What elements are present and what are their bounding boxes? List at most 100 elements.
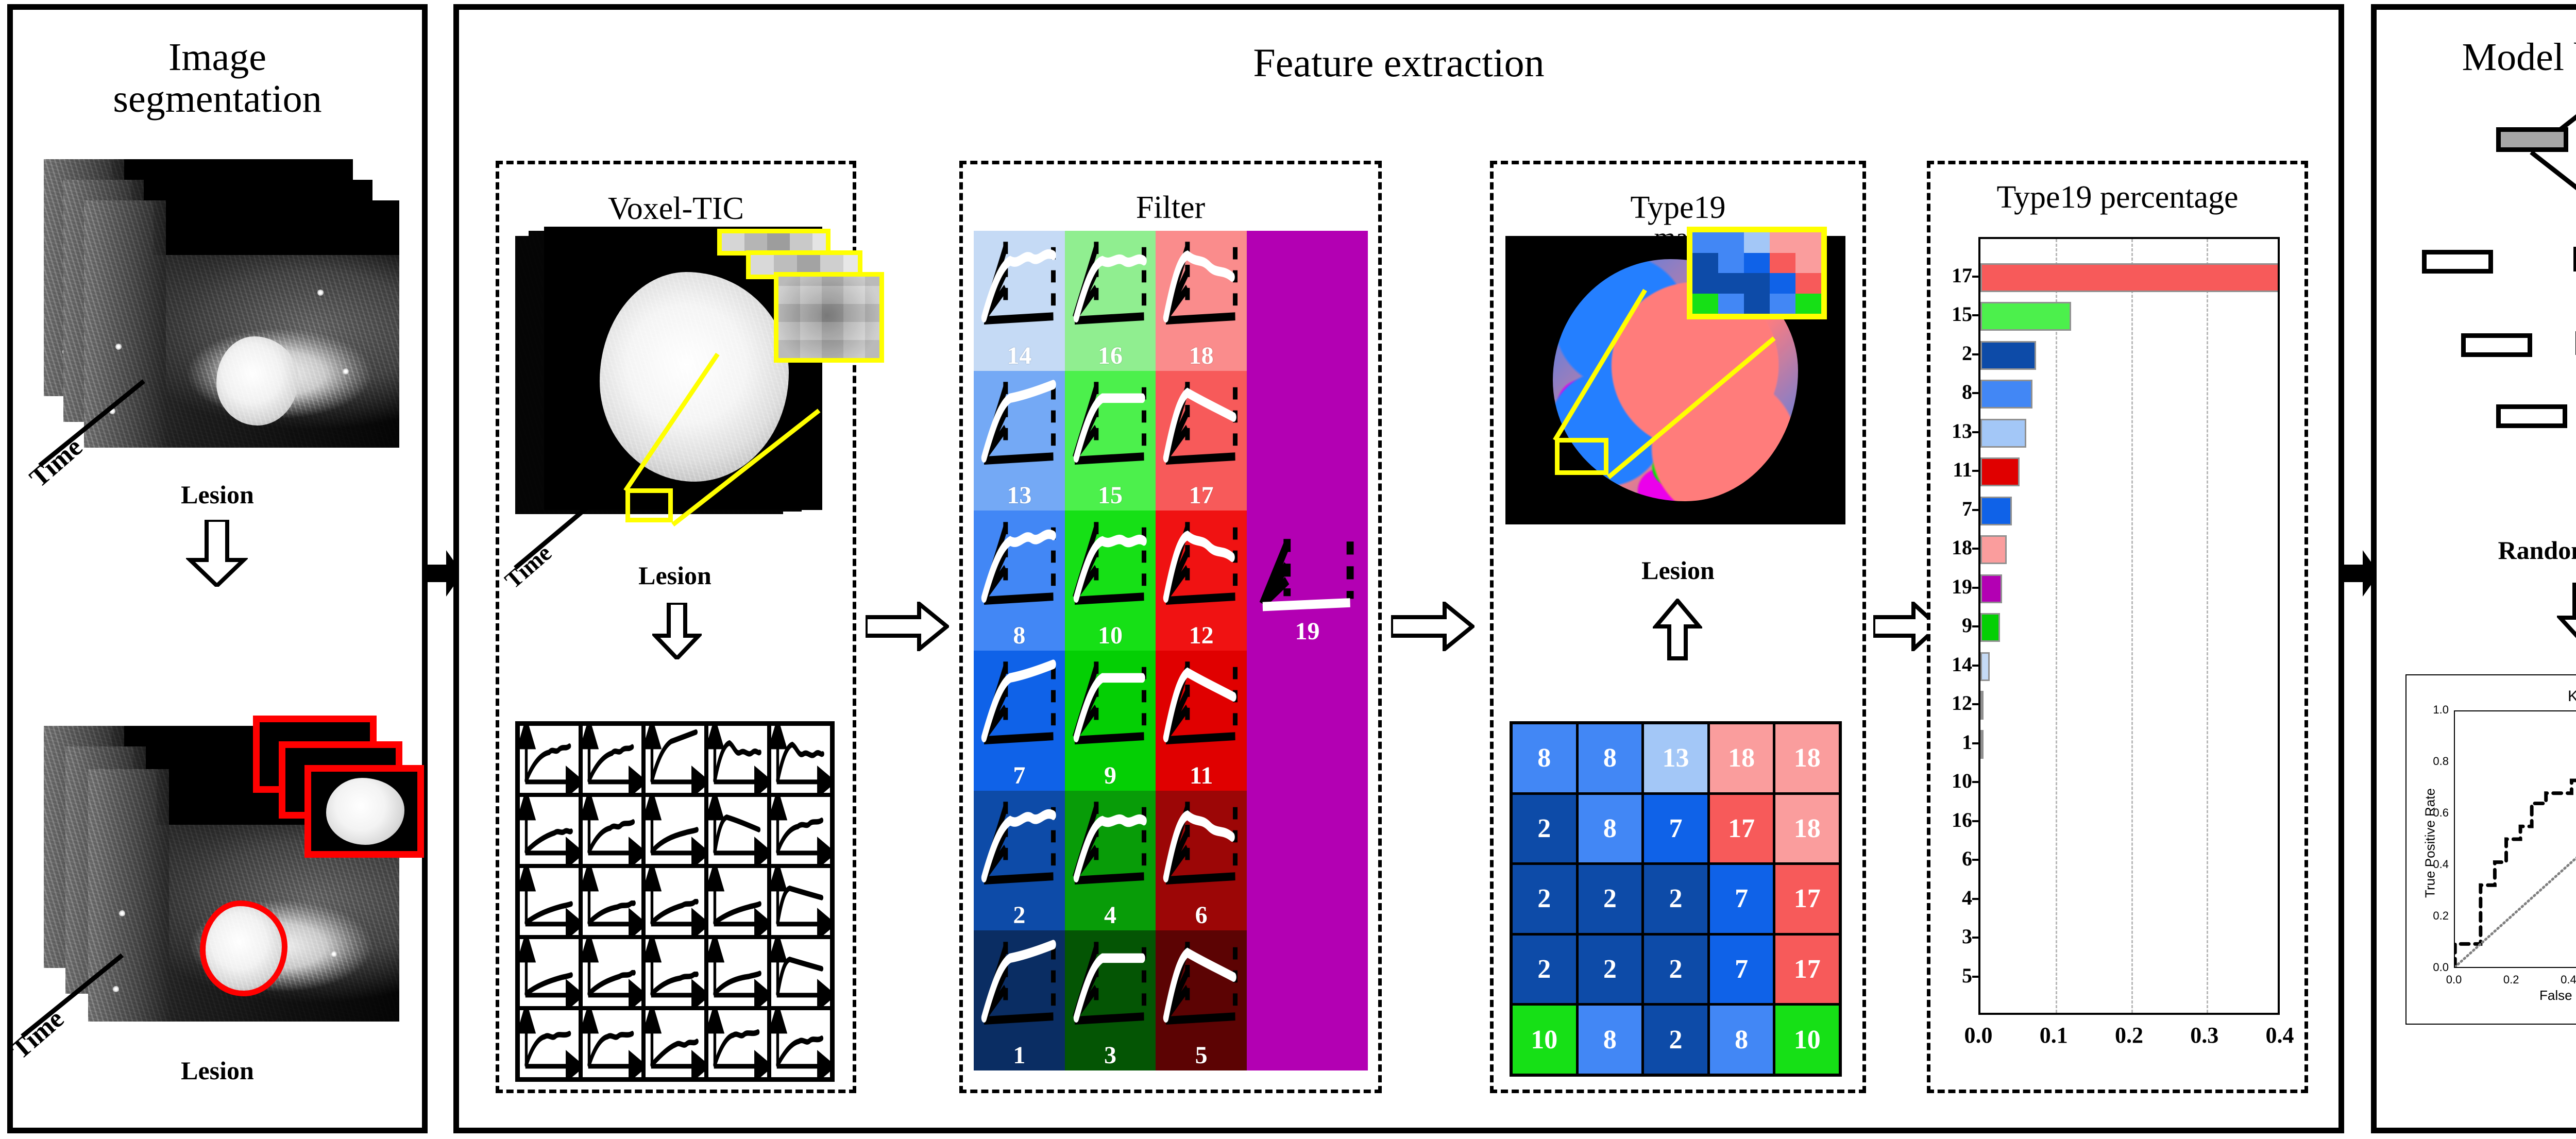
bar-chart-y-label-5: 5 xyxy=(1962,963,1972,987)
tic-curve-cell xyxy=(769,1008,832,1079)
bar-chart-gridline xyxy=(2131,239,2133,1013)
filter-cell-10: 10 xyxy=(1064,511,1156,651)
bar-chart-y-tick xyxy=(1972,897,1980,900)
filter-cell-label-5: 5 xyxy=(1195,1041,1208,1069)
tic-icon-17 xyxy=(1163,382,1238,465)
inset-pixel xyxy=(1770,293,1795,314)
inset-pixel xyxy=(1795,293,1821,314)
filter-cell-8: 8 xyxy=(974,511,1065,651)
tree-node-leaf-2 xyxy=(2461,333,2532,357)
tic-icon-9 xyxy=(1073,661,1147,745)
matrix-cell-8: 8 xyxy=(1709,1006,1773,1074)
tic-curve-cell xyxy=(518,866,581,937)
roc-x-tick-0.2: 0.2 xyxy=(2503,973,2519,986)
arrow-right-type19-to-percentage xyxy=(1873,602,1940,651)
inset-pixel xyxy=(1744,232,1770,253)
voxel-tic-lesion-blob xyxy=(600,272,789,482)
bar-11 xyxy=(1980,457,2020,487)
filter-color-grid: 14 16 18 13 15 17 8 10 12 7 9 11 2 4 6 1 3 5 xyxy=(974,231,1247,1070)
type19-lesion-label: Lesion xyxy=(1641,556,1715,585)
model-name-label: Random Forest xyxy=(2498,536,2576,565)
tic-curve-grid xyxy=(515,721,835,1082)
bar-chart-y-label-12: 12 xyxy=(1952,691,1972,715)
voxel-tic-title: Voxel-TIC xyxy=(607,191,744,226)
type19-title-line1: Type19 xyxy=(1630,190,1726,225)
filter-cell-13: 13 xyxy=(974,370,1065,511)
bar-chart-y-label-2: 2 xyxy=(1962,341,1972,365)
bar-12 xyxy=(1980,691,1984,720)
inset-pixel xyxy=(1692,293,1718,314)
tic-icon-3 xyxy=(1073,941,1147,1025)
tic-curve-cell xyxy=(643,866,706,937)
tic-icon-19 xyxy=(1259,538,1354,611)
bar-2 xyxy=(1980,341,2037,370)
tic-icon-14 xyxy=(981,242,1056,325)
bar-chart-y-tick xyxy=(1972,664,1980,667)
inset-pixel xyxy=(1718,252,1744,273)
panel-title-feature-extraction: Feature extraction xyxy=(1253,40,1545,85)
mri-slice-front-2 xyxy=(88,769,399,1022)
inset-pixel xyxy=(1744,273,1770,294)
segmentation-title-line2: segmentation xyxy=(113,77,322,121)
bar-chart-x-label-0.3: 0.3 xyxy=(2190,1023,2219,1048)
bar-13 xyxy=(1980,418,2027,448)
bar-chart-y-tick xyxy=(1972,625,1980,628)
bar-1 xyxy=(1980,729,1984,759)
bar-chart-y-label-3: 3 xyxy=(1962,925,1972,948)
tic-curve-cell xyxy=(706,724,769,795)
bar-14 xyxy=(1980,652,1990,681)
matrix-cell-8: 8 xyxy=(1513,724,1576,792)
matrix-cell-17: 17 xyxy=(1709,794,1773,863)
bar-chart-y-label-14: 14 xyxy=(1952,652,1972,676)
tic-curve-cell xyxy=(581,866,643,937)
bar-chart-y-tick xyxy=(1972,470,1980,472)
matrix-cell-2: 2 xyxy=(1644,1006,1707,1074)
lesion-crop-front xyxy=(304,765,424,858)
bar-8 xyxy=(1980,380,2032,409)
matrix-cell-18: 18 xyxy=(1709,724,1773,792)
bar-chart-y-tick xyxy=(1972,508,1980,511)
inset-pixel xyxy=(1744,293,1770,314)
bar-chart-y-tick xyxy=(1972,859,1980,861)
matrix-cell-18: 18 xyxy=(1775,724,1839,792)
arrow-up-type19 xyxy=(1653,599,1702,660)
inset-pixel xyxy=(1718,232,1744,253)
roc-plot-area xyxy=(2454,710,2576,968)
matrix-cell-17: 17 xyxy=(1775,865,1839,933)
roc-y-tick-0.0: 0.0 xyxy=(2433,961,2449,974)
filter-cell-label-13: 13 xyxy=(1007,482,1032,509)
bar-chart-y-tick xyxy=(1972,937,1980,939)
bar-chart-y-tick xyxy=(1972,820,1980,822)
tic-icon-5 xyxy=(1163,941,1238,1025)
filter-cell-label-12: 12 xyxy=(1189,621,1214,649)
bar-chart-y-label-1: 1 xyxy=(1962,730,1972,754)
bar-chart-y-label-19: 19 xyxy=(1952,574,1972,598)
filter-cell-18: 18 xyxy=(1156,231,1247,371)
lesion-label-top: Lesion xyxy=(181,480,254,509)
voxel-tic-lesion-label: Lesion xyxy=(638,561,711,590)
type19-percentage-title: Type19 percentage xyxy=(1996,180,2239,215)
matrix-cell-18: 18 xyxy=(1775,794,1839,863)
tic-icon-15 xyxy=(1073,382,1147,465)
tic-curve-cell xyxy=(706,1008,769,1079)
segmentation-title-line1: Image xyxy=(168,36,266,79)
tic-icon-1 xyxy=(981,939,1056,1025)
bar-chart-y-tick xyxy=(1972,314,1980,317)
bar-9 xyxy=(1980,613,2001,642)
inset-pixel xyxy=(1718,273,1744,294)
matrix-cell-7: 7 xyxy=(1709,865,1773,933)
tic-curve-cell xyxy=(518,1008,581,1079)
type19-zoom-inset xyxy=(1687,227,1827,319)
filter-cell-19: 19 xyxy=(1247,525,1368,665)
bar-chart-y-tick xyxy=(1972,275,1980,278)
filter-cell-label-2: 2 xyxy=(1013,902,1026,929)
matrix-cell-2: 2 xyxy=(1578,935,1642,1004)
tic-icon-10 xyxy=(1073,521,1147,605)
arrow-right-filter-to-type19 xyxy=(1391,602,1475,651)
bar-chart-y-label-17: 17 xyxy=(1952,263,1972,287)
filter-cell-3: 3 xyxy=(1064,930,1156,1070)
matrix-cell-2: 2 xyxy=(1513,935,1576,1004)
bar-chart-y-tick xyxy=(1972,353,1980,355)
matrix-cell-7: 7 xyxy=(1709,935,1773,1004)
